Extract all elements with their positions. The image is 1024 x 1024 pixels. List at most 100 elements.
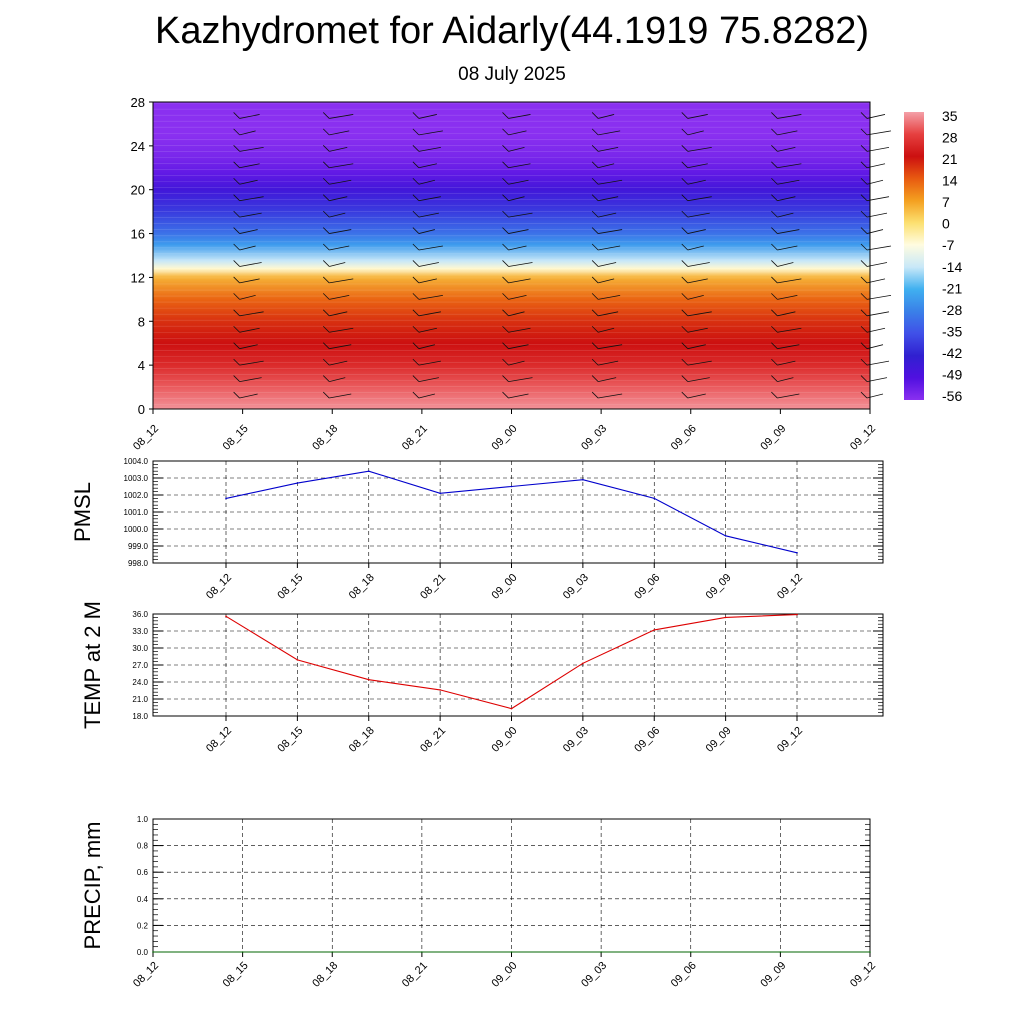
wind-barb-flag <box>502 358 509 366</box>
wind-barb-flag <box>771 145 778 152</box>
wind-barb-flag <box>322 293 330 300</box>
wind-barb-flag <box>502 375 509 382</box>
y-tick-label: 0.2 <box>137 921 149 930</box>
data-point <box>367 678 370 681</box>
y-tick-label: 4 <box>138 358 145 373</box>
wind-barb <box>598 245 621 251</box>
x-tick-label: 08_12 <box>131 423 161 453</box>
wind-barb <box>687 179 706 185</box>
wind-barb <box>418 294 443 300</box>
wind-barb-flag <box>322 342 330 349</box>
wind-barb-flag <box>233 194 240 201</box>
wind-barb-flag <box>412 161 420 169</box>
x-tick-label: 09_03 <box>579 960 609 990</box>
x-tick-label: 09_12 <box>848 960 878 990</box>
wind-barb-flag <box>681 309 689 317</box>
wind-barb-flag <box>771 325 778 333</box>
wind-barb <box>598 344 623 350</box>
wind-barb-flag <box>591 112 599 119</box>
wind-barb <box>329 327 354 333</box>
data-point <box>689 951 692 953</box>
y-tick-label: 1001.0 <box>124 508 149 517</box>
wind-barb-flag <box>322 194 330 201</box>
wind-barb <box>418 344 435 350</box>
wind-barb-flag <box>412 145 420 152</box>
wind-barb-flag <box>591 161 599 169</box>
x-tick-label: 09_00 <box>490 725 520 755</box>
wind-barb <box>866 311 890 317</box>
wind-barb-flag <box>771 260 778 267</box>
wind-barb-flag <box>860 194 868 201</box>
wind-barb <box>866 245 892 251</box>
wind-barb-flag <box>502 309 509 317</box>
wind-barb <box>866 294 892 300</box>
wind-barb-flag <box>322 309 330 317</box>
wind-barb-flag <box>591 145 599 152</box>
y-tick-label: 1004.0 <box>124 457 149 466</box>
wind-barb-flag <box>322 210 330 218</box>
x-tick-label: 09_03 <box>561 725 591 755</box>
wind-barb-flag <box>233 342 240 349</box>
wind-barb-flag <box>322 243 330 251</box>
wind-barb <box>508 114 531 119</box>
wind-barb-flag <box>681 276 689 284</box>
colorbar-label: 7 <box>942 194 950 210</box>
wind-barb-flag <box>591 293 599 300</box>
wind-barb <box>687 146 712 152</box>
x-tick-label: 09_09 <box>758 960 788 990</box>
data-point <box>225 497 227 500</box>
wind-barb-flag <box>681 194 689 201</box>
colorbar-label: -49 <box>942 366 962 382</box>
wind-barb <box>777 262 794 267</box>
wind-barb <box>508 327 531 333</box>
wind-barb-flag <box>860 276 868 284</box>
wind-barb-flag <box>502 194 509 201</box>
wind-barb <box>777 311 796 317</box>
wind-barb <box>777 360 796 366</box>
wind-barb-flag <box>860 112 868 119</box>
wind-barb <box>598 393 623 399</box>
wind-barb-flag <box>233 391 240 399</box>
wind-barb <box>508 130 527 136</box>
wind-barb <box>418 327 437 333</box>
temperature-field <box>153 102 870 409</box>
wind-barb <box>777 146 796 152</box>
x-tick-label: 08_15 <box>275 725 305 755</box>
wind-barb-flag <box>412 325 420 333</box>
wind-barb <box>598 294 621 300</box>
y-tick-label: 1000.0 <box>124 525 149 534</box>
x-tick-label: 08_12 <box>131 960 161 990</box>
y-axis-title: TEMP at 2 M <box>80 601 105 729</box>
wind-barb-flag <box>412 210 420 218</box>
wind-barb-flag <box>502 293 509 300</box>
wind-barb-flag <box>860 161 868 169</box>
wind-barb <box>329 294 350 300</box>
wind-barb-flag <box>771 210 778 218</box>
x-tick-label: 09_06 <box>669 423 699 453</box>
x-tick-label: 08_18 <box>310 960 340 990</box>
wind-barb-flag <box>681 391 689 399</box>
wind-barb-flag <box>322 358 330 366</box>
wind-barb-flag <box>771 391 778 399</box>
wind-barb <box>598 229 623 234</box>
wind-barb <box>329 179 352 185</box>
y-tick-label: 28 <box>131 95 145 110</box>
wind-barb <box>598 360 619 366</box>
chart-title: Kazhydromet for Aidarly(44.1919 75.8282) <box>155 10 869 52</box>
wind-barb <box>418 245 443 251</box>
x-tick-label: 09_09 <box>704 725 734 755</box>
wind-barb <box>329 393 352 399</box>
wind-barb <box>866 146 890 152</box>
data-point <box>653 629 656 631</box>
y-tick-label: 1002.0 <box>124 491 149 500</box>
wind-barb <box>508 245 527 251</box>
y-tick-label: 999.0 <box>128 542 149 551</box>
data-point <box>582 662 584 665</box>
x-tick-label: 09_03 <box>561 572 591 602</box>
wind-barb-flag <box>322 128 330 136</box>
wind-barb <box>239 212 262 218</box>
y-tick-label: 16 <box>131 227 145 242</box>
wind-barb-flag <box>233 161 240 169</box>
wind-barb <box>598 212 617 218</box>
data-point <box>510 485 513 488</box>
